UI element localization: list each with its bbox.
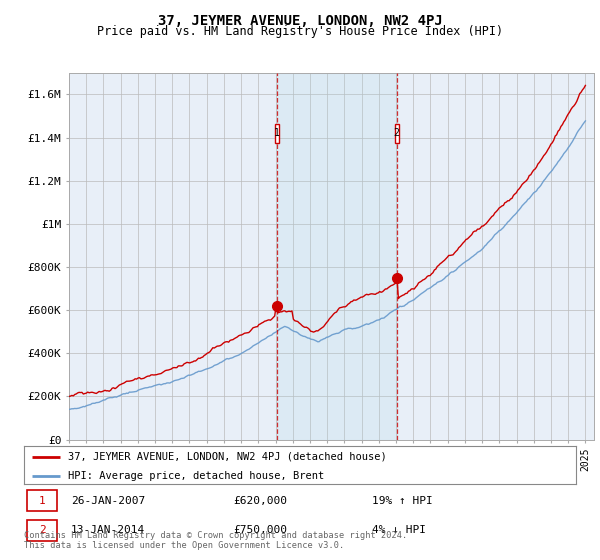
Text: Price paid vs. HM Land Registry's House Price Index (HPI): Price paid vs. HM Land Registry's House …	[97, 25, 503, 38]
Text: 37, JEYMER AVENUE, LONDON, NW2 4PJ (detached house): 37, JEYMER AVENUE, LONDON, NW2 4PJ (deta…	[68, 452, 387, 462]
Text: 26-JAN-2007: 26-JAN-2007	[71, 496, 145, 506]
Text: £750,000: £750,000	[234, 525, 288, 535]
Text: 4% ↓ HPI: 4% ↓ HPI	[372, 525, 426, 535]
Text: 1: 1	[39, 496, 46, 506]
FancyBboxPatch shape	[275, 124, 279, 143]
Text: 2: 2	[394, 128, 400, 138]
Text: 37, JEYMER AVENUE, LONDON, NW2 4PJ: 37, JEYMER AVENUE, LONDON, NW2 4PJ	[158, 14, 442, 28]
Text: £620,000: £620,000	[234, 496, 288, 506]
FancyBboxPatch shape	[27, 490, 57, 511]
Text: 1: 1	[274, 128, 280, 138]
Text: 19% ↑ HPI: 19% ↑ HPI	[372, 496, 433, 506]
FancyBboxPatch shape	[395, 124, 399, 143]
FancyBboxPatch shape	[27, 520, 57, 541]
Text: 13-JAN-2014: 13-JAN-2014	[71, 525, 145, 535]
Text: Contains HM Land Registry data © Crown copyright and database right 2024.
This d: Contains HM Land Registry data © Crown c…	[24, 530, 407, 550]
Text: 2: 2	[39, 525, 46, 535]
Text: HPI: Average price, detached house, Brent: HPI: Average price, detached house, Bren…	[68, 471, 325, 481]
Bar	[277, 73, 397, 440]
